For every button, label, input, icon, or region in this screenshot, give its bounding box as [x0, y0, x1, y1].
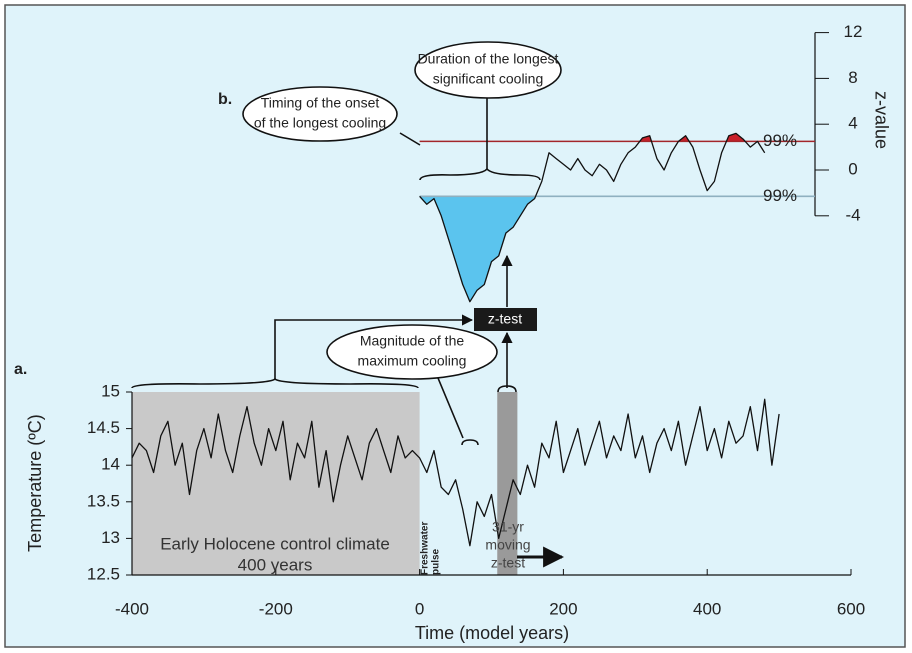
z-tick-label: -4: [845, 205, 860, 224]
z-tick-label: 8: [848, 68, 857, 87]
series-line: [131, 398, 780, 547]
x-tick-label: 200: [549, 599, 577, 618]
y-tick-label: 12.5: [87, 564, 120, 583]
z-tick-label: 0: [848, 159, 857, 178]
z-tick-label: 12: [844, 22, 863, 41]
x-axis-label: Time (model years): [415, 623, 569, 643]
callout-magnitude: [326, 324, 498, 380]
z-axis-label: z-value: [871, 91, 891, 149]
line-magnitude: [437, 377, 464, 439]
callout-text: Timing of the onset: [261, 95, 380, 111]
line-onset: [399, 132, 421, 146]
y-axis-label: Temperature (ºC): [25, 414, 45, 552]
bracket-window: [497, 385, 517, 393]
callout-text: of the longest cooling: [254, 115, 386, 131]
pulse-label: Freshwater pulse: [420, 522, 442, 575]
panel-label: a.: [14, 361, 27, 378]
y-tick-label: 15: [101, 381, 120, 400]
moving-window: [497, 392, 518, 575]
y-tick-label: 14: [101, 455, 120, 474]
z-tick-label: 4: [848, 114, 857, 133]
y-tick-label: 13: [101, 528, 120, 547]
arrow-to-ztest: [274, 314, 474, 379]
panel-label: b.: [218, 91, 232, 108]
ztest-label: z-test: [488, 311, 522, 327]
x-tick-label: 0: [415, 599, 424, 618]
plot-layer: 12.5 13 13.5 14 14.5 15 -400 -200 0 200 400 600 -4 0 4…: [87, 22, 865, 618]
window-label: 31-yr: [492, 519, 524, 535]
y-tick-label: 14.5: [87, 418, 120, 437]
pulse-text: Freshwater: [420, 522, 431, 575]
x-tick-label: 600: [837, 599, 865, 618]
x-tick-label: -200: [259, 599, 293, 618]
pulse-text: pulse: [431, 548, 442, 575]
window-label: z-test: [491, 555, 525, 571]
x-tick-label: -400: [115, 599, 149, 618]
callout-onset: [242, 86, 398, 142]
callout-duration: [414, 41, 562, 99]
x-tick-label: 400: [693, 599, 721, 618]
bracket-magnitude: [461, 439, 479, 446]
threshold-label: 99%: [763, 186, 797, 205]
connectors: [131, 41, 565, 568]
threshold-label: 99%: [763, 131, 797, 150]
callout-text: significant cooling: [433, 71, 544, 87]
window-label: moving: [485, 537, 530, 553]
control-label: Early Holocene control climate: [160, 534, 390, 553]
back-layer: [132, 392, 518, 575]
callout-text: Magnitude of the: [360, 333, 465, 349]
y-tick-label: 13.5: [87, 491, 120, 510]
callout-text: Duration of the longest: [418, 51, 559, 67]
series-line: [419, 132, 766, 303]
control-period: [132, 392, 420, 575]
control-label: 400 years: [238, 555, 313, 574]
ztest-box: [474, 308, 537, 331]
callout-text: maximum cooling: [358, 353, 467, 369]
threshold-fill: [419, 196, 536, 302]
